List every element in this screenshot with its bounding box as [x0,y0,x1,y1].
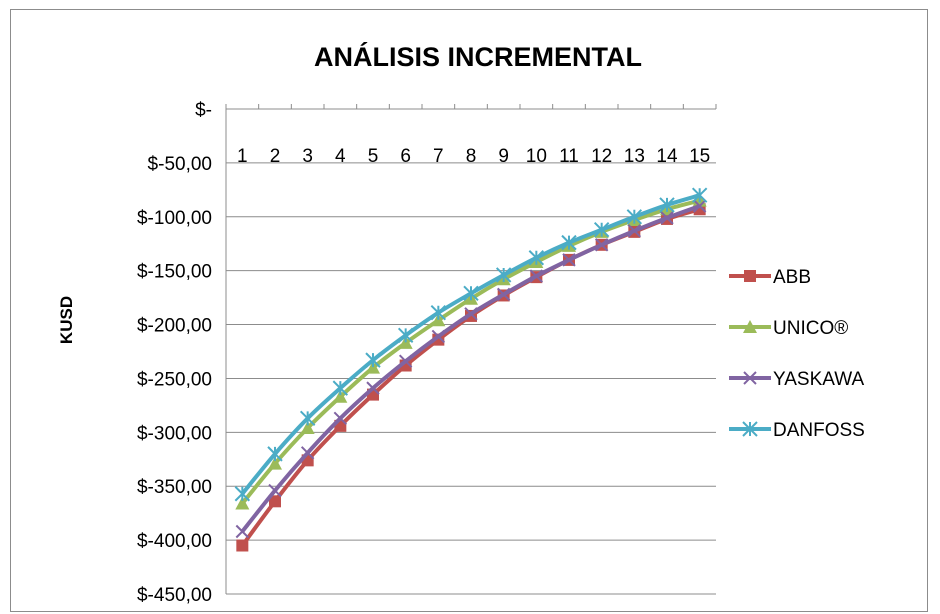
y-tick-label: $-200,00 [137,316,212,337]
x-tick-label: 6 [400,146,411,167]
legend-item: YASKAWA [729,369,864,390]
x-tick-label: 9 [498,146,509,167]
marker-x [333,411,348,426]
y-tick-label: $- [195,100,212,121]
legend-label: YASKAWA [773,369,864,390]
marker-triangle [366,360,380,374]
marker-triangle [235,496,250,510]
series-yaskawa [235,199,707,539]
marker-square [236,539,249,552]
x-tick-label: 5 [368,146,379,167]
marker-x [692,199,707,213]
marker-star [234,486,251,502]
marker-x [496,287,511,302]
series-danfoss [234,187,708,502]
x-tick-label: 10 [526,146,547,167]
marker-x [594,238,609,252]
y-tick-label: $-450,00 [137,585,212,606]
marker-triangle [431,313,446,327]
marker-star [691,187,708,203]
marker-star [430,304,447,321]
marker-x [235,524,250,539]
marker-x [627,224,642,238]
legend-label: ABB [773,267,811,288]
marker-square [269,495,281,508]
marker-star [742,421,758,437]
marker-x [562,253,576,267]
y-tick-label: $-150,00 [137,262,212,283]
legend-item: DANFOSS [729,420,865,441]
marker-star [528,250,545,266]
x-tick-label: 2 [270,146,281,167]
marker-star [659,197,675,213]
marker-star [365,352,381,368]
marker-star [299,410,316,427]
y-tick-label: $-250,00 [137,369,212,390]
x-tick-label: 3 [302,146,313,167]
chart-title: ANÁLISIS INCREMENTAL [314,41,642,72]
marker-x [268,483,282,498]
marker-star [495,267,512,283]
series-abb [236,203,706,552]
marker-x [431,329,446,344]
y-tick-label: $-400,00 [137,531,212,552]
x-tick-label: 15 [689,146,710,167]
marker-star [332,380,349,396]
x-tick-label: 1 [237,146,248,167]
marker-triangle [398,335,413,349]
marker-triangle [300,421,315,435]
marker-triangle [333,389,348,403]
marker-star [267,446,283,462]
marker-x [660,211,674,225]
y-tick-label: $-350,00 [137,477,212,498]
legend-label: DANFOSS [773,420,865,441]
marker-x [398,354,413,368]
y-tick-labels: $- $-50,00 $-100,00 $-150,00 $-200,00 $-250,0… [137,100,212,606]
series-line [240,204,701,533]
legend-item: ABB [729,267,811,288]
x-tick-label: 7 [433,146,444,167]
x-tick-label: 13 [624,146,645,167]
x-tick-label: 12 [591,146,612,167]
series-line [240,207,701,547]
marker-x [529,269,544,283]
x-tick-label: 14 [656,146,678,167]
y-axis-label: KUSD [57,296,76,344]
marker-star [561,234,577,251]
x-tick-label: 4 [335,146,346,167]
marker-x [464,307,478,321]
marker-triangle [743,320,757,333]
marker-star [593,222,610,238]
x-tick-labels: 1 2 3 4 5 6 7 8 9 10 11 12 13 14 15 [237,146,710,167]
marker-square [744,270,756,282]
marker-x [743,371,757,385]
legend-label: UNICO® [773,318,848,339]
x-tick-label: 11 [559,146,579,167]
x-tick-label: 8 [466,146,477,167]
y-tick-label: $-100,00 [137,208,212,229]
y-tick-label: $-300,00 [137,423,212,444]
marker-star [626,209,643,225]
legend: ABB UNICO® YASKAWA DANFOSS [729,267,865,441]
marker-star [397,327,414,344]
marker-x [300,446,315,460]
series-group [234,187,708,552]
gridlines [225,104,717,595]
y-tick-label: $-50,00 [148,154,212,175]
marker-x [366,381,380,395]
marker-star [463,285,479,302]
legend-item: UNICO® [729,318,848,339]
marker-triangle [268,456,282,470]
